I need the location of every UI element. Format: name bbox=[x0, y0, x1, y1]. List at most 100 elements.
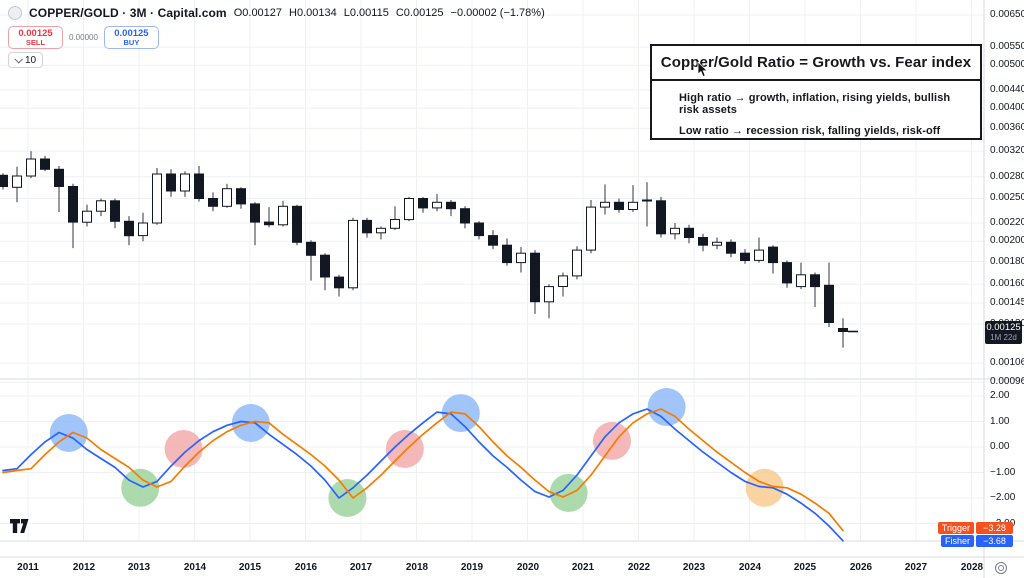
note-annotation[interactable]: Copper/Gold Ratio = Growth vs. Fear inde… bbox=[650, 44, 982, 140]
candle bbox=[824, 262, 834, 327]
year-label: 2028 bbox=[960, 562, 984, 573]
trigger-badge: Trigger −3.28 bbox=[937, 522, 1013, 534]
highlight-circle bbox=[164, 430, 203, 468]
price-axis-label: 0.00160 bbox=[990, 278, 1024, 289]
symbol-logo-icon bbox=[8, 6, 22, 20]
candle bbox=[222, 183, 232, 208]
trade-widget: 0.00125 SELL 0.00000 0.00125 BUY bbox=[8, 26, 159, 49]
buy-button[interactable]: 0.00125 BUY bbox=[103, 26, 159, 49]
price-axis-label: 0.00320 bbox=[990, 145, 1024, 156]
last-price-badge[interactable]: 0.00125 1M 22d bbox=[985, 321, 1022, 344]
sell-button[interactable]: 0.00125 SELL bbox=[8, 26, 63, 49]
candle bbox=[404, 196, 414, 222]
year-label: 2020 bbox=[516, 562, 540, 573]
candle bbox=[68, 183, 78, 249]
candle bbox=[684, 224, 694, 244]
highlight-circle bbox=[593, 421, 631, 460]
year-label: 2018 bbox=[405, 562, 429, 573]
price-axis-label: 0.00500 bbox=[990, 59, 1024, 70]
candle bbox=[54, 166, 64, 212]
symbol-header: COPPER/GOLD · 3M · Capital.com O0.00127 … bbox=[8, 6, 545, 20]
note-body: High ratio → growth, inflation, rising y… bbox=[652, 81, 980, 137]
price-axis-label: 0.00145 bbox=[990, 297, 1024, 308]
candle bbox=[40, 155, 50, 172]
year-label: 2025 bbox=[793, 562, 817, 573]
ohlc-values: O0.00127 H0.00134 L0.00115 C0.00125 −0.0… bbox=[234, 7, 545, 19]
fisher-badge: Fisher −3.68 bbox=[940, 535, 1013, 547]
buy-label: BUY bbox=[123, 37, 140, 47]
note-title: Copper/Gold Ratio = Growth vs. Fear inde… bbox=[652, 46, 980, 81]
symbol-title[interactable]: COPPER/GOLD · 3M · Capital.com bbox=[29, 6, 227, 20]
open-value: 0.00127 bbox=[242, 7, 283, 19]
candle bbox=[544, 284, 554, 319]
note-line-low: Low ratio → recession risk, falling yiel… bbox=[679, 125, 941, 137]
year-label: 2016 bbox=[294, 562, 318, 573]
candle bbox=[166, 169, 176, 197]
year-label: 2011 bbox=[17, 562, 39, 573]
highlight-circle bbox=[385, 430, 424, 468]
close-value: 0.00125 bbox=[403, 7, 444, 19]
candle bbox=[236, 187, 246, 209]
year-label: 2022 bbox=[627, 562, 651, 573]
year-label: 2013 bbox=[127, 562, 151, 573]
close-label: C bbox=[395, 7, 404, 19]
indicator-axis-label: 1.00 bbox=[990, 416, 1010, 427]
highlight-circle bbox=[549, 473, 588, 512]
interval-value: 10 bbox=[25, 54, 37, 66]
price-axis-label: 0.00400 bbox=[990, 102, 1024, 113]
price-axis-label: 0.00440 bbox=[990, 84, 1024, 95]
candle bbox=[698, 233, 708, 252]
candle bbox=[740, 249, 750, 264]
open-label: O bbox=[233, 7, 243, 19]
candle bbox=[628, 185, 638, 212]
spread-value: 0.00000 bbox=[69, 33, 98, 42]
candle bbox=[656, 196, 666, 238]
last-price-value: 0.00125 bbox=[986, 322, 1021, 333]
candle bbox=[530, 250, 540, 314]
candle bbox=[376, 226, 386, 240]
price-axis-label: 0.00360 bbox=[990, 122, 1024, 133]
price-axis-label: 0.00250 bbox=[990, 192, 1024, 203]
year-label: 2012 bbox=[72, 562, 96, 573]
candle bbox=[334, 274, 344, 297]
candle bbox=[502, 238, 512, 266]
candle bbox=[418, 196, 428, 213]
candle bbox=[768, 245, 778, 274]
candle bbox=[558, 272, 568, 297]
price-axis-label: 0.00280 bbox=[990, 171, 1024, 182]
mouse-cursor-icon bbox=[697, 62, 708, 78]
gear-icon[interactable] bbox=[995, 562, 1007, 574]
candle bbox=[110, 198, 120, 229]
tradingview-logo[interactable] bbox=[10, 519, 29, 534]
high-label: H bbox=[289, 7, 297, 19]
candle bbox=[124, 216, 134, 246]
interval-dropdown[interactable]: 10 bbox=[8, 52, 44, 68]
year-label: 2021 bbox=[571, 562, 595, 573]
candle bbox=[306, 240, 316, 281]
candle bbox=[180, 171, 190, 197]
candle bbox=[838, 318, 848, 348]
candle bbox=[460, 206, 470, 229]
indicator-axis-label: 0.00 bbox=[990, 441, 1010, 452]
price-axis-label: 0.00200 bbox=[990, 235, 1024, 246]
candle bbox=[488, 230, 498, 250]
candle bbox=[572, 246, 582, 280]
buy-price: 0.00125 bbox=[114, 27, 149, 39]
candle bbox=[26, 151, 36, 179]
candle bbox=[96, 198, 106, 217]
indicator-axis-label: 2.00 bbox=[990, 390, 1010, 401]
candle bbox=[446, 200, 456, 217]
candle bbox=[516, 247, 526, 273]
year-label: 2014 bbox=[183, 562, 207, 573]
note-line-high: High ratio → growth, inflation, rising y… bbox=[679, 92, 951, 116]
sell-price: 0.00125 bbox=[18, 27, 53, 39]
indicator-axis-label: −2.00 bbox=[990, 492, 1016, 503]
high-value: 0.00134 bbox=[296, 7, 337, 19]
candle bbox=[194, 166, 204, 202]
year-label: 2027 bbox=[904, 562, 928, 573]
price-axis-label: 0.00650 bbox=[990, 9, 1024, 20]
candle bbox=[782, 260, 792, 288]
candle bbox=[432, 193, 442, 212]
candle bbox=[292, 204, 302, 246]
